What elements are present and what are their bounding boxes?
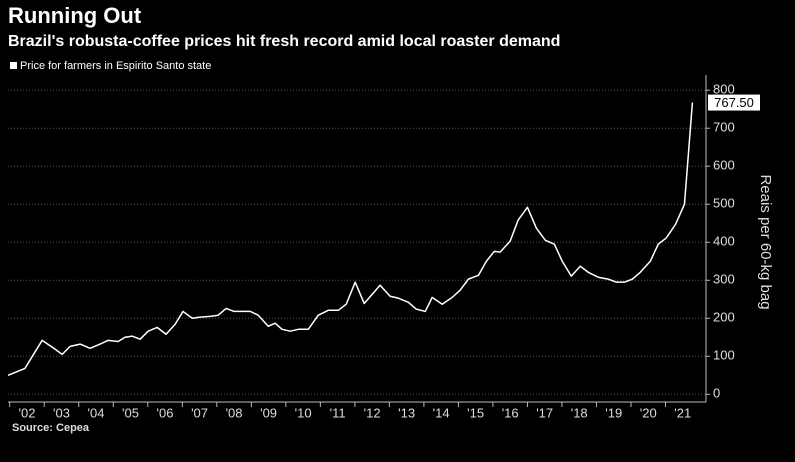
annotation-box [708,94,760,111]
y-tick-label: 0 [713,386,720,401]
x-tick-label: '06 [157,405,174,420]
x-tick-label: '02 [19,405,36,420]
x-tick-label: '20 [640,405,657,420]
x-tick-label: '04 [88,405,105,420]
x-tick-label: '17 [536,405,553,420]
legend-label: Price for farmers in Espirito Santo stat… [20,60,211,72]
y-tick-label: 600 [713,158,735,173]
y-tick-label: 100 [713,348,735,363]
x-tick-label: '03 [53,405,70,420]
y-tick-label: 400 [713,234,735,249]
data-line [7,102,694,376]
x-tick-label: '05 [122,405,139,420]
source: Source: Cepea [12,422,90,434]
x-tick-label: '15 [467,405,484,420]
x-tick-label: '14 [433,405,450,420]
x-tick-label: '07 [191,405,208,420]
chart-subtitle: Brazil's robusta-coffee prices hit fresh… [8,33,560,50]
x-tick-label: '18 [571,405,588,420]
x-tick-label: '13 [398,405,415,420]
x-tick-label: '21 [674,405,691,420]
y-tick-label: 200 [713,310,735,325]
x-tick-label: '12 [364,405,381,420]
x-tick-label: '16 [502,405,519,420]
y-tick-label: 300 [713,272,735,287]
x-tick-label: '08 [226,405,243,420]
x-tick-label: '10 [295,405,312,420]
y-tick-label: 700 [713,120,735,135]
annotation-label: 767.50 [714,95,754,110]
y-axis-label: Reais per 60-kg bag [757,174,774,309]
x-tick-label: '11 [330,405,346,420]
chart-title: Running Out [8,3,142,28]
y-tick-label: 500 [713,196,735,211]
x-tick-label: '09 [260,405,277,420]
y-tick-label: 800 [713,82,735,97]
x-tick-label: '19 [605,405,622,420]
legend-swatch [10,62,17,69]
